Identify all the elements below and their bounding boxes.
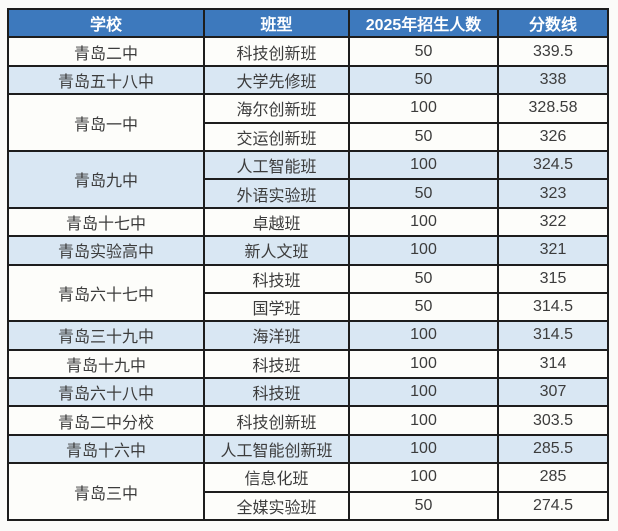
- school-cell: 青岛十七中: [7, 206, 205, 238]
- class-type-cell: 人工智能创新班: [203, 433, 350, 465]
- table-row: 青岛二中分校 科技创新班 100 303.5: [7, 405, 609, 436]
- table-row: 青岛三十九中 海洋班 100 314.5: [7, 320, 609, 351]
- score-cell: 328.58: [497, 93, 609, 124]
- school-cell: 青岛十九中: [7, 348, 205, 380]
- score-cell: 321: [497, 235, 609, 266]
- enrollment-cell: 100: [348, 149, 499, 181]
- class-type-cell: 科技班: [203, 377, 350, 408]
- score-cell: 314: [497, 348, 609, 380]
- class-type-cell: 信息化班: [203, 462, 350, 493]
- enrollment-cell: 100: [348, 433, 499, 465]
- school-cell: 青岛二中分校: [7, 405, 205, 436]
- enrollment-cell: 50: [348, 490, 499, 522]
- enrollment-cell: 100: [348, 93, 499, 124]
- score-cell: 307: [497, 377, 609, 408]
- class-type-cell: 卓越班: [203, 206, 350, 238]
- table-row: 青岛十九中 科技班 100 314: [7, 348, 609, 380]
- score-cell: 322: [497, 206, 609, 238]
- class-type-cell: 人工智能班: [203, 149, 350, 181]
- table-row: 青岛六十八中 科技班 100 307: [7, 377, 609, 408]
- class-type-cell: 交运创新班: [203, 121, 350, 152]
- admission-table-container: 学校 班型 2025年招生人数 分数线 青岛二中 科技创新班 50 339.5 青岛五十…: [7, 7, 609, 522]
- table-row: 国学班 50 314.5: [8, 291, 609, 323]
- enrollment-cell: 50: [348, 263, 499, 294]
- enrollment-cell: 100: [348, 235, 499, 266]
- table-row: 青岛十六中 人工智能创新班 100 285.5: [7, 433, 609, 465]
- score-cell: 326: [497, 121, 609, 152]
- enrollment-cell: 50: [348, 178, 499, 209]
- class-type-cell: 大学先修班: [203, 64, 350, 96]
- enrollment-cell: 50: [348, 36, 499, 67]
- class-type-cell: 科技班: [203, 263, 350, 294]
- column-header-score-line: 分数线: [497, 7, 609, 39]
- school-cell: 青岛三十九中: [7, 320, 205, 351]
- score-cell: 285: [497, 462, 609, 493]
- score-cell: 285.5: [497, 433, 609, 465]
- school-cell: 青岛一中: [7, 93, 205, 152]
- enrollment-cell: 100: [348, 320, 499, 351]
- enrollment-cell: 50: [348, 121, 499, 152]
- table-row: 青岛六十七中 科技班 50 315: [7, 263, 609, 323]
- score-cell: 323: [497, 178, 609, 209]
- table-row: 交运创新班 50 326: [8, 121, 609, 152]
- table-row: 外语实验班 50 323: [8, 178, 609, 209]
- admission-table: 学校 班型 2025年招生人数 分数线 青岛二中 科技创新班 50 339.5 青岛五十…: [7, 7, 609, 522]
- school-cell: 青岛三中: [7, 462, 205, 522]
- score-cell: 314.5: [497, 320, 609, 351]
- score-cell: 338: [497, 64, 609, 96]
- class-type-cell: 外语实验班: [203, 178, 350, 209]
- header-row: 学校 班型 2025年招生人数 分数线: [7, 7, 609, 39]
- table-body: 青岛二中 科技创新班 50 339.5 青岛五十八中 大学先修班 50 338 青岛一中 海尔创新…: [7, 36, 609, 522]
- column-header-enrollment: 2025年招生人数: [348, 7, 499, 39]
- school-cell: 青岛六十八中: [7, 377, 205, 408]
- class-type-cell: 新人文班: [203, 235, 350, 266]
- enrollment-cell: 100: [348, 206, 499, 238]
- enrollment-cell: 100: [348, 405, 499, 436]
- score-cell: 314.5: [497, 291, 609, 323]
- enrollment-cell: 50: [348, 291, 499, 323]
- class-type-cell: 全媒实验班: [203, 490, 350, 522]
- column-header-school: 学校: [7, 7, 205, 39]
- school-cell: 青岛六十七中: [7, 263, 205, 323]
- table-row: 青岛一中 海尔创新班 100 328.58: [7, 93, 609, 152]
- score-cell: 324.5: [497, 149, 609, 181]
- class-type-cell: 科技创新班: [203, 405, 350, 436]
- score-cell: 303.5: [497, 405, 609, 436]
- table-row: 全媒实验班 50 274.5: [8, 490, 609, 522]
- score-cell: 274.5: [497, 490, 609, 522]
- school-cell: 青岛二中: [7, 36, 205, 67]
- table-row: 青岛三中 信息化班 100 285: [7, 462, 609, 522]
- class-type-cell: 海尔创新班: [203, 93, 350, 124]
- school-cell: 青岛十六中: [7, 433, 205, 465]
- table-row: 青岛五十八中 大学先修班 50 338: [7, 64, 609, 96]
- class-type-cell: 海洋班: [203, 320, 350, 351]
- class-type-cell: 科技创新班: [203, 36, 350, 67]
- school-cell: 青岛九中: [7, 149, 205, 209]
- enrollment-cell: 100: [348, 377, 499, 408]
- score-cell: 339.5: [497, 36, 609, 67]
- enrollment-cell: 50: [348, 64, 499, 96]
- table-row: 青岛二中 科技创新班 50 339.5: [7, 36, 609, 67]
- table-row: 青岛十七中 卓越班 100 322: [7, 206, 609, 238]
- class-type-cell: 国学班: [203, 291, 350, 323]
- school-cell: 青岛实验高中: [7, 235, 205, 266]
- class-type-cell: 科技班: [203, 348, 350, 380]
- column-header-class-type: 班型: [203, 7, 350, 39]
- table-row: 青岛九中 人工智能班 100 324.5: [7, 149, 609, 209]
- enrollment-cell: 100: [348, 348, 499, 380]
- table-row: 青岛实验高中 新人文班 100 321: [7, 235, 609, 266]
- score-cell: 315: [497, 263, 609, 294]
- school-cell: 青岛五十八中: [7, 64, 205, 96]
- enrollment-cell: 100: [348, 462, 499, 493]
